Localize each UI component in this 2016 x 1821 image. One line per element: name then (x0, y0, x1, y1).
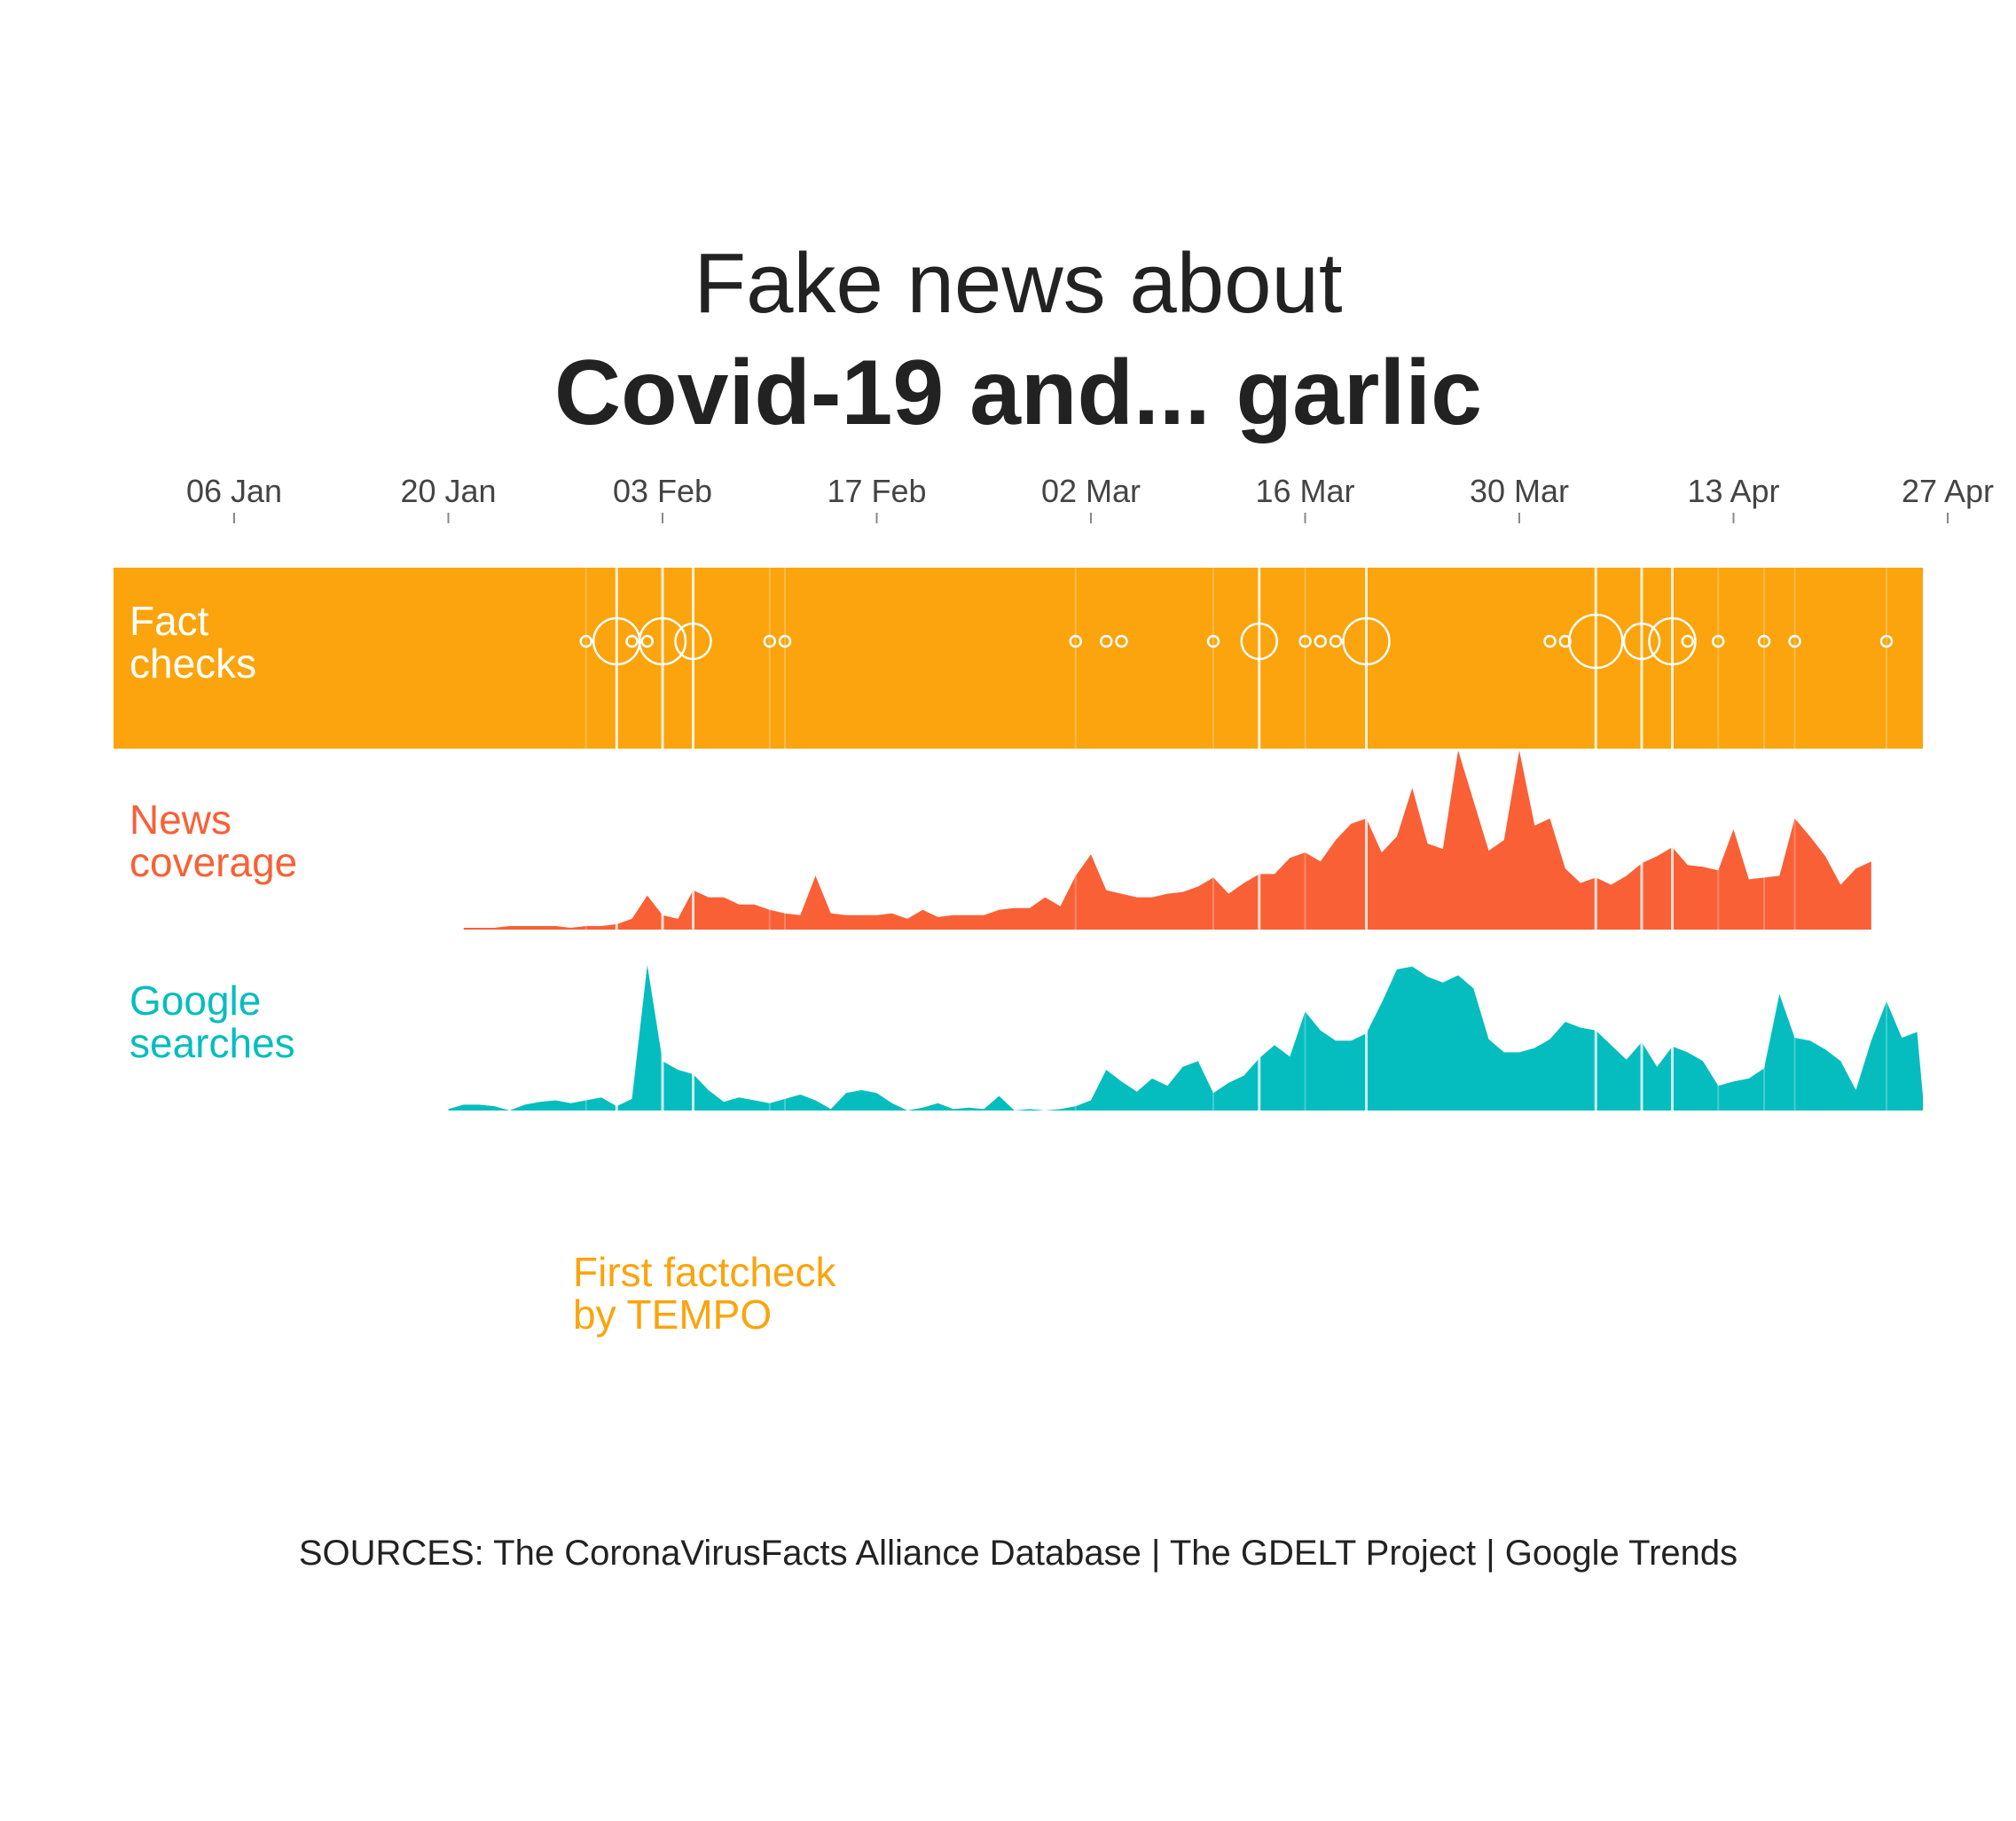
x-tick-label: 20 Jan (400, 473, 496, 509)
fact-checks-label: Fact checks (129, 598, 256, 687)
annotation-line1: First factcheck (573, 1249, 837, 1295)
fact-check-circle (674, 622, 712, 661)
fact-check-circle (1115, 634, 1128, 648)
chart-title-line2: Covid-19 and... garlic (554, 341, 1482, 444)
fact-check-lines (584, 568, 1887, 749)
fact-check-circle (1240, 622, 1278, 661)
fact-checks-band (114, 568, 1923, 749)
first-factcheck-annotation: First factcheck by TEMPO (573, 1249, 847, 1338)
news-coverage-series (463, 750, 1871, 930)
chart-title-line1: Fake news about (694, 236, 1342, 331)
fact-check-circle (1543, 634, 1557, 648)
x-tick-label: 13 Apr (1687, 473, 1779, 509)
fact-check-circles (579, 613, 1894, 670)
fact-check-circle (1681, 634, 1694, 648)
google-searches-label-line1: Google (129, 977, 261, 1024)
fact-check-circle (1568, 613, 1624, 670)
fact-check-circle (1329, 634, 1343, 648)
x-tick-label: 03 Feb (613, 473, 712, 509)
fact-check-circle (1298, 634, 1312, 648)
fact-check-circle (1100, 634, 1113, 648)
fact-check-circle (1314, 634, 1327, 648)
highlight-lines (584, 750, 1887, 1111)
fact-check-circle (1206, 634, 1220, 648)
fact-check-circle (1757, 634, 1771, 648)
x-tick-label: 27 Apr (1902, 473, 1994, 509)
fact-check-circle (1788, 634, 1801, 648)
annotation-line2: by TEMPO (573, 1291, 772, 1338)
fact-check-circle (1622, 622, 1661, 661)
google-searches-label: Google searches (129, 977, 295, 1066)
x-tick-label: 17 Feb (827, 473, 926, 509)
fact-check-circle (640, 634, 654, 648)
x-axis: 06 Jan 20 Jan 03 Feb 17 Feb 02 Mar 16 Mar 30 M… (186, 473, 1994, 523)
fact-check-circle (1648, 616, 1697, 666)
fact-check-circle (579, 634, 592, 648)
google-searches-label-line2: searches (129, 1020, 295, 1066)
sources-note: SOURCES: The CoronaVirusFacts Alliance D… (299, 1534, 1738, 1573)
fact-checks-background (114, 568, 1923, 749)
news-coverage-label-line1: News (129, 797, 231, 843)
news-coverage-label-line2: coverage (129, 839, 297, 885)
fact-check-circle (1342, 616, 1391, 666)
x-tick-label: 16 Mar (1255, 473, 1354, 509)
x-tick-label: 30 Mar (1470, 473, 1569, 509)
fact-check-circle (1712, 634, 1725, 648)
fact-check-circle (763, 634, 776, 648)
fact-check-circle (638, 616, 687, 666)
fact-checks-label-line1: Fact (129, 598, 209, 644)
fact-check-circle (1558, 634, 1572, 648)
fact-checks-label-line2: checks (129, 640, 256, 687)
fact-check-circle (1069, 634, 1082, 648)
fact-check-circle (1879, 634, 1894, 648)
x-tick-label: 06 Jan (186, 473, 282, 509)
news-coverage-label: News coverage (129, 797, 297, 885)
google-searches-series (448, 965, 1923, 1111)
fact-check-circle (625, 634, 639, 648)
news-coverage-area (463, 750, 1871, 930)
fact-check-circle (778, 634, 792, 648)
google-searches-area (448, 965, 1923, 1111)
x-tick-label: 02 Mar (1041, 473, 1141, 509)
